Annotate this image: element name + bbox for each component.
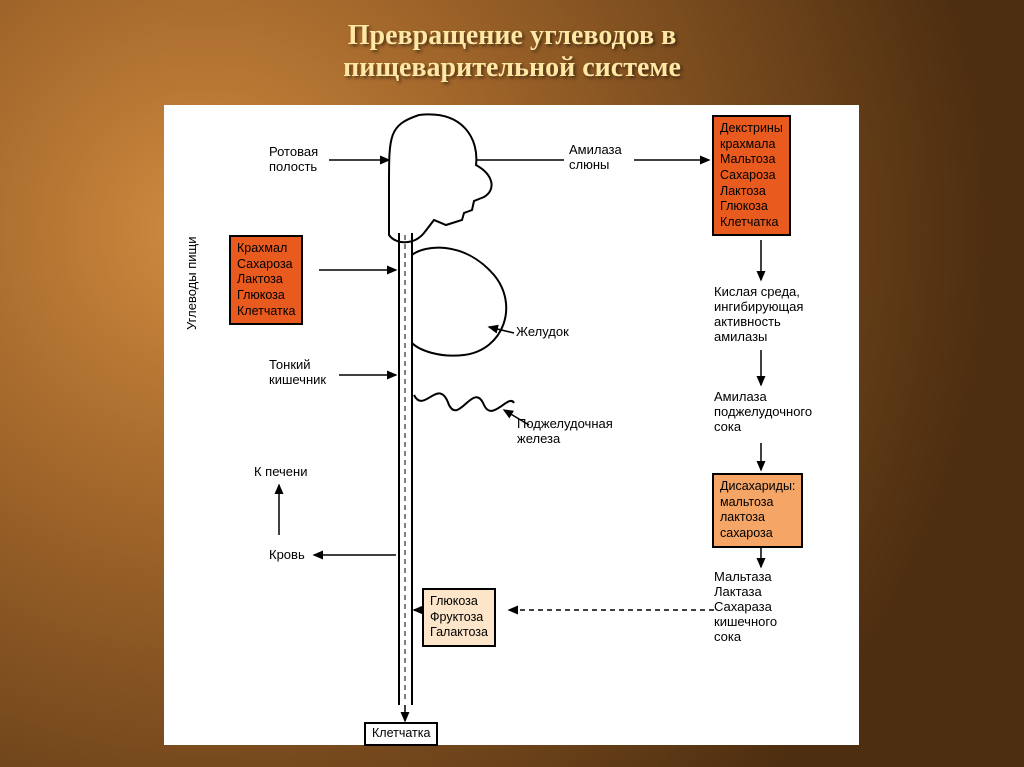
label-oral: Ротовая полость xyxy=(269,145,318,175)
label-amylase-saliva: Амилаза слюны xyxy=(569,143,622,173)
label-enzymes: Мальтаза Лактаза Сахараза кишечного сока xyxy=(714,570,777,645)
diagram-area: Углеводы пищи Ротовая полость Амилаза сл… xyxy=(164,105,859,745)
title-line2: пищеварительной системе xyxy=(0,52,1024,84)
slide-title: Превращение углеводов в пищеварительной … xyxy=(0,0,1024,84)
label-pancreatic-amylase: Амилаза поджелудочного сока xyxy=(714,390,812,435)
box-fiber: Клетчатка xyxy=(364,722,438,746)
box-dextrins: Декстрины крахмала Мальтоза Сахароза Лак… xyxy=(712,115,791,236)
label-stomach: Желудок xyxy=(516,325,569,340)
label-blood: Кровь xyxy=(269,548,305,563)
box-disaccharides: Дисахариды: мальтоза лактоза сахароза xyxy=(712,473,803,548)
box-food: Крахмал Сахароза Лактоза Глюкоза Клетчат… xyxy=(229,235,303,325)
label-acidic: Кислая среда, ингибирующая активность ам… xyxy=(714,285,803,345)
vtext-food: Углеводы пищи xyxy=(184,237,199,330)
box-monosaccharides: Глюкоза Фруктоза Галактоза xyxy=(422,588,496,647)
title-line1: Превращение углеводов в xyxy=(0,20,1024,52)
label-small-intestine: Тонкий кишечник xyxy=(269,358,326,388)
label-pancreas: Поджелудочная железа xyxy=(517,417,613,447)
label-to-liver: К печени xyxy=(254,465,307,480)
